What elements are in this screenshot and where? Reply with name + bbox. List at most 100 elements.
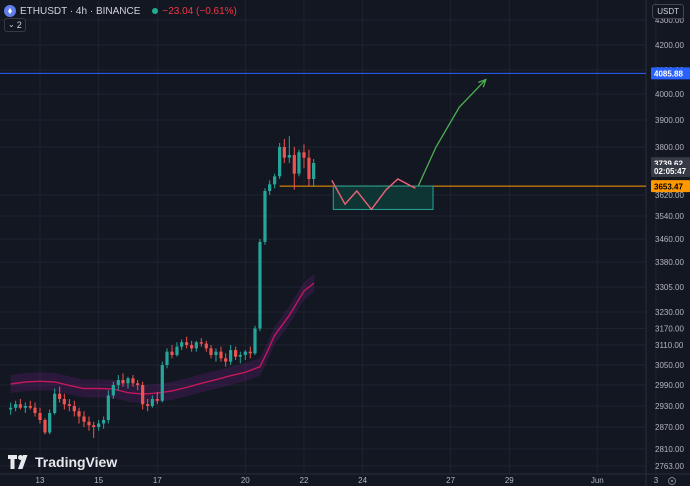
candle-body xyxy=(292,155,296,174)
candle-body xyxy=(214,351,218,355)
candle xyxy=(180,339,184,350)
candle-body xyxy=(209,348,213,355)
price-tick-label: 3380.00 xyxy=(655,258,684,267)
candle xyxy=(9,402,13,415)
candle-body xyxy=(229,350,233,362)
candle xyxy=(136,380,140,391)
candle-body xyxy=(43,420,47,433)
gear-ring xyxy=(668,477,676,485)
price-tick-label: 3540.00 xyxy=(655,212,684,221)
price-label-box xyxy=(651,165,690,177)
candle-body xyxy=(253,328,257,354)
candle-body xyxy=(194,342,198,349)
candle xyxy=(268,180,272,195)
gear-center xyxy=(670,479,674,483)
candle-body xyxy=(165,351,169,365)
time-tick-label: 20 xyxy=(241,476,250,485)
candle-body xyxy=(287,155,291,158)
time-tick-label: Jun xyxy=(591,476,604,485)
candle-body xyxy=(204,343,208,349)
symbol-header[interactable]: ETHUSDT · 4h · BINANCE −23.04 (−0.61%) xyxy=(4,3,237,19)
candle-body xyxy=(219,351,223,359)
candle xyxy=(23,402,27,413)
price-tick-label: 3110.00 xyxy=(655,341,684,350)
ethereum-icon xyxy=(4,5,16,17)
time-tick-label: 24 xyxy=(358,476,367,485)
candle-body xyxy=(273,176,277,185)
price-tick-label: 4200.00 xyxy=(655,41,684,50)
price-tick-label: 2870.00 xyxy=(655,423,684,432)
candle-body xyxy=(136,383,140,385)
candle xyxy=(77,407,81,424)
candle xyxy=(38,407,42,424)
candle xyxy=(106,390,110,424)
price-label-text: 4085.88 xyxy=(654,70,683,79)
candle xyxy=(297,149,301,177)
candle-body xyxy=(121,380,125,384)
candle-body xyxy=(48,413,52,433)
candle-body xyxy=(160,365,164,401)
candle xyxy=(185,336,189,349)
currency-button[interactable]: USDT xyxy=(652,4,684,19)
candle-body xyxy=(248,351,252,354)
time-tick-label: 22 xyxy=(300,476,309,485)
settings-gear-icon xyxy=(668,477,676,485)
candle-body xyxy=(199,342,203,344)
candle-body xyxy=(302,152,306,158)
arrow-head-icon xyxy=(478,78,487,88)
price-tick-label: 3460.00 xyxy=(655,235,684,244)
candle-body xyxy=(58,393,62,399)
candle xyxy=(92,421,96,438)
market-status-icon xyxy=(152,8,159,14)
price-tick-label: 4000.00 xyxy=(655,90,684,99)
candle xyxy=(209,345,213,359)
candle xyxy=(102,416,106,429)
candle xyxy=(165,348,169,369)
candle-body xyxy=(23,406,27,408)
candle xyxy=(175,342,179,357)
candle xyxy=(97,420,101,431)
candle xyxy=(33,402,37,417)
candle-body xyxy=(307,157,311,179)
candle-body xyxy=(87,421,91,426)
price-tick-label: 2763.00 xyxy=(655,462,684,471)
candle xyxy=(82,411,86,427)
candle-body xyxy=(234,350,238,357)
candle-body xyxy=(170,351,174,355)
candle-body xyxy=(268,184,272,191)
candle xyxy=(126,376,130,389)
time-tick-label: 17 xyxy=(153,476,162,485)
candle-body xyxy=(53,393,57,413)
candle-body xyxy=(263,191,267,242)
candle-body xyxy=(14,404,18,408)
price-tick-label: 2990.00 xyxy=(655,381,684,390)
time-tick-label: 13 xyxy=(36,476,45,485)
candle xyxy=(141,381,145,410)
ema-line xyxy=(10,282,315,395)
candle xyxy=(43,418,47,435)
candles xyxy=(9,136,316,438)
price-tick-label: 3620.00 xyxy=(655,191,684,200)
candle xyxy=(243,350,247,360)
candle-body xyxy=(155,399,159,401)
candle-body xyxy=(131,378,135,384)
candle-body xyxy=(224,358,228,362)
price-label-text: 3739.62 xyxy=(654,159,683,168)
candle-body xyxy=(282,147,286,158)
indicators-toggle-button[interactable]: ⌄ 2 xyxy=(4,18,26,32)
time-tick-label: 27 xyxy=(446,476,455,485)
candle-body xyxy=(126,378,130,384)
candle-body xyxy=(38,413,42,420)
candle xyxy=(48,409,52,435)
projection-zigzag xyxy=(331,178,416,211)
candle xyxy=(292,147,296,190)
price-tick-label: 2930.00 xyxy=(655,402,684,411)
candle-body xyxy=(33,407,37,413)
candle xyxy=(160,361,164,403)
price-tick-label: 3050.00 xyxy=(655,361,684,370)
symbol-title[interactable]: ETHUSDT · 4h · BINANCE xyxy=(20,5,141,17)
candle xyxy=(312,159,316,187)
candle xyxy=(199,338,203,347)
candle-body xyxy=(150,399,154,406)
